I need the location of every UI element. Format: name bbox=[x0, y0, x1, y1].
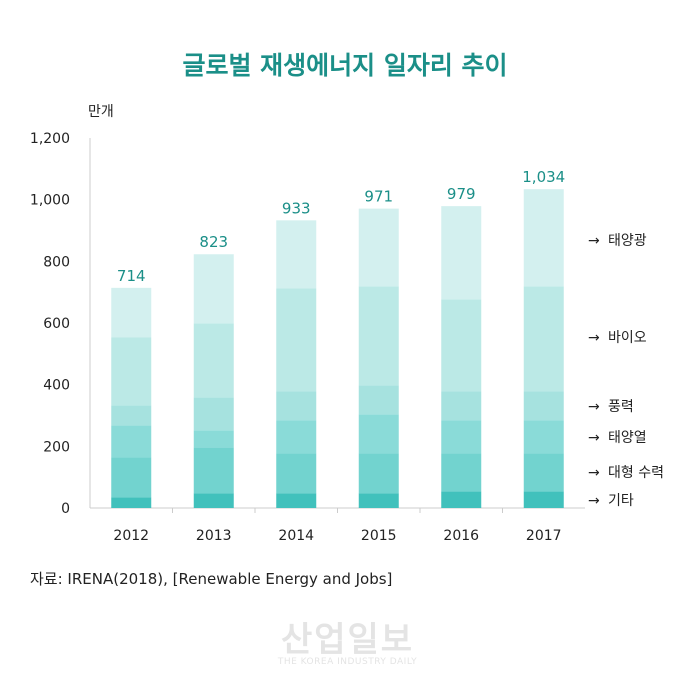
bar-total-label: 979 bbox=[447, 185, 476, 203]
bar-segment-기타 bbox=[111, 497, 152, 508]
legend-label: 대형 수력 bbox=[608, 465, 664, 481]
bar-segment-태양열 bbox=[441, 420, 482, 454]
bar-segment-풍력 bbox=[276, 391, 317, 421]
x-tick-label: 2013 bbox=[196, 528, 232, 544]
legend-label: 바이오 bbox=[608, 330, 647, 346]
bar-segment-태양열 bbox=[523, 420, 564, 454]
legend-label: 태양광 bbox=[608, 233, 647, 249]
x-tick-label: 2014 bbox=[278, 528, 314, 544]
chart-title: 글로벌 재생에너지 일자리 추이 bbox=[182, 51, 508, 80]
bar-segment-바이오 bbox=[276, 288, 317, 392]
y-tick-label: 800 bbox=[43, 254, 70, 270]
x-tick-label: 2015 bbox=[361, 528, 397, 544]
bar-segment-태양열 bbox=[193, 430, 234, 448]
legend-label: 태양열 bbox=[608, 430, 647, 446]
bar-total-label: 714 bbox=[117, 267, 146, 285]
bar-segment-바이오 bbox=[193, 323, 234, 398]
bar-segment-기타 bbox=[523, 491, 564, 508]
bar-segment-태양광 bbox=[111, 287, 152, 338]
bar-segment-풍력 bbox=[111, 405, 152, 426]
bar-segment-바이오 bbox=[111, 337, 152, 406]
bar-segment-태양열 bbox=[358, 414, 399, 454]
bar-segment-대형 수력 bbox=[523, 453, 564, 492]
bar-segment-대형 수력 bbox=[276, 453, 317, 494]
bar-segment-바이오 bbox=[441, 299, 482, 392]
bar-segment-대형 수력 bbox=[441, 453, 482, 492]
bar-total-label: 971 bbox=[364, 188, 393, 206]
legend-arrow-icon: → bbox=[588, 399, 600, 415]
source-note: 자료: IRENA(2018), [Renewable Energy and J… bbox=[30, 570, 393, 588]
bar-segment-풍력 bbox=[523, 391, 564, 421]
legend-arrow-icon: → bbox=[588, 493, 600, 509]
bar-segment-태양광 bbox=[441, 206, 482, 300]
legend-arrow-icon: → bbox=[588, 465, 600, 481]
x-tick-label: 2017 bbox=[526, 528, 562, 544]
y-axis-unit: 만개 bbox=[88, 104, 114, 120]
bar-segment-기타 bbox=[441, 491, 482, 508]
bar-segment-기타 bbox=[358, 493, 399, 508]
bar-segment-태양광 bbox=[358, 208, 399, 287]
y-tick-label: 0 bbox=[61, 501, 70, 517]
bar-segment-태양광 bbox=[523, 189, 564, 287]
bar-segment-기타 bbox=[276, 493, 317, 508]
legend-label: 풍력 bbox=[608, 399, 634, 415]
x-tick-label: 2012 bbox=[113, 528, 149, 544]
x-tick-label: 2016 bbox=[443, 528, 479, 544]
legend-arrow-icon: → bbox=[588, 430, 600, 446]
bar-total-label: 823 bbox=[199, 233, 228, 251]
bar-total-label: 933 bbox=[282, 199, 311, 217]
bar-segment-대형 수력 bbox=[193, 447, 234, 494]
y-tick-label: 600 bbox=[43, 316, 70, 332]
bar-segment-태양광 bbox=[276, 220, 317, 289]
y-tick-label: 1,200 bbox=[30, 131, 70, 147]
y-tick-label: 400 bbox=[43, 378, 70, 394]
bar-segment-풍력 bbox=[441, 391, 482, 421]
bar-segment-태양열 bbox=[111, 425, 152, 458]
bar-segment-풍력 bbox=[358, 385, 399, 415]
legend-arrow-icon: → bbox=[588, 233, 600, 249]
bar-segment-풍력 bbox=[193, 397, 234, 431]
bar-segment-바이오 bbox=[358, 286, 399, 386]
y-tick-label: 1,000 bbox=[30, 193, 70, 209]
bar-segment-태양열 bbox=[276, 420, 317, 454]
y-tick-label: 200 bbox=[43, 439, 70, 455]
bar-segment-기타 bbox=[193, 493, 234, 508]
bar-segment-태양광 bbox=[193, 254, 234, 324]
watermark-logo: 산업일보 THE KOREA INDUSTRY DAILY bbox=[277, 620, 418, 667]
bar-segment-대형 수력 bbox=[111, 457, 152, 498]
bar-segment-대형 수력 bbox=[358, 453, 399, 494]
bar-total-label: 1,034 bbox=[522, 168, 565, 186]
bar-segment-바이오 bbox=[523, 286, 564, 392]
legend-label: 기타 bbox=[608, 493, 634, 509]
legend-arrow-icon: → bbox=[588, 330, 600, 346]
